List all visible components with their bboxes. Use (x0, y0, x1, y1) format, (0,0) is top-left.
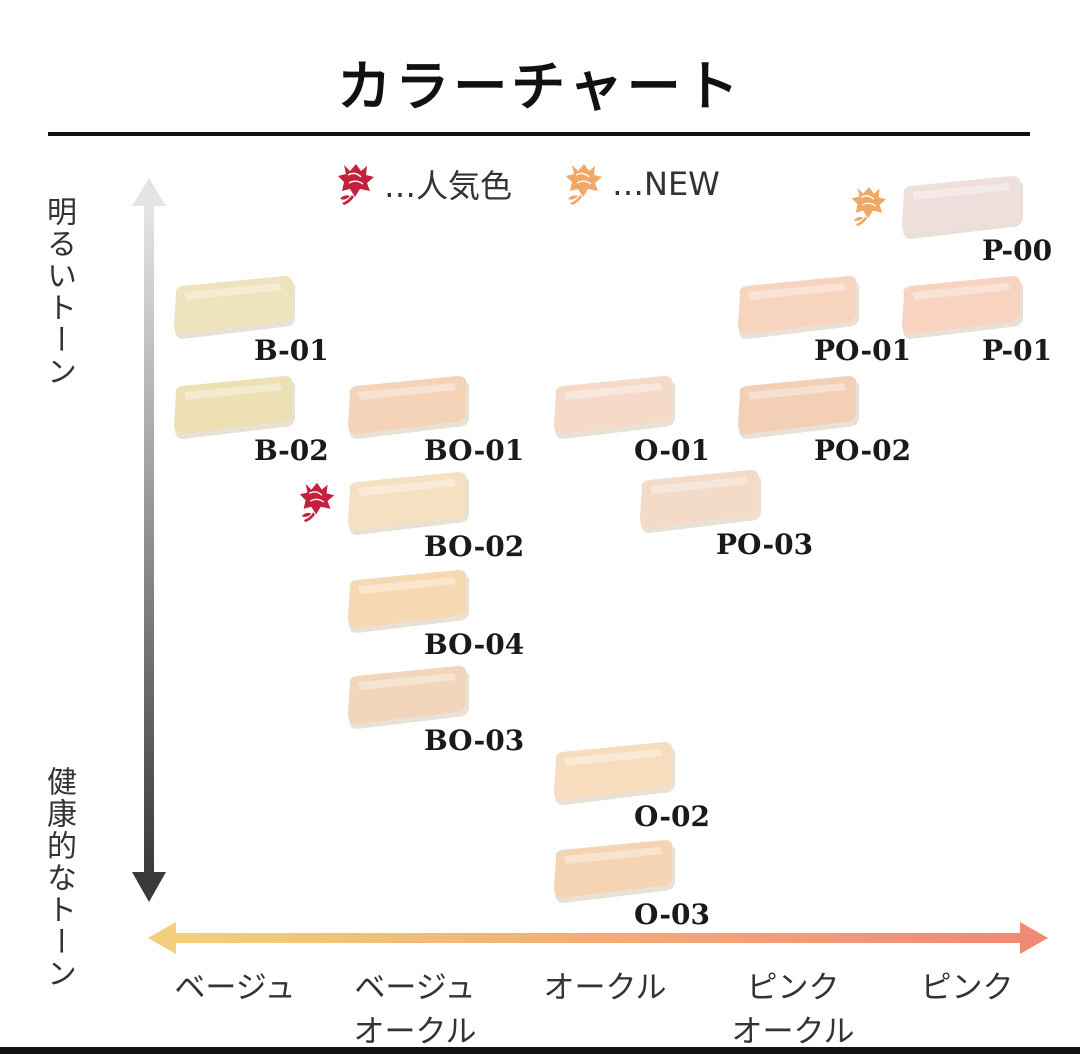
y-axis-bottom-label: 健康的なトーン (41, 766, 76, 990)
swatch-smear (174, 276, 296, 339)
swatch-smear (348, 570, 470, 633)
swatch-smear (554, 742, 676, 805)
vertical-tone-arrow (132, 178, 166, 902)
swatch-smear (738, 276, 860, 339)
title-divider (48, 132, 1030, 136)
bottom-border (0, 1047, 1080, 1054)
x-axis-label-pink: ピンク (920, 970, 1014, 1006)
x-axis-label-ochre: オークル (543, 970, 667, 1006)
swatch-smear (348, 376, 470, 439)
swatch-smear (554, 840, 676, 903)
popular-rose-icon (299, 482, 335, 523)
swatch-code-label: B-01 (254, 334, 329, 367)
popular-rose-icon (338, 164, 374, 205)
legend-new: …NEW (562, 160, 720, 208)
swatch-code-label: BO-01 (424, 434, 525, 467)
legend-popular: …人気色 (334, 160, 512, 208)
swatch-code-label: O-01 (634, 434, 711, 467)
horizontal-color-arrow (148, 922, 1048, 954)
swatch-code-label: PO-02 (814, 434, 912, 467)
swatch-code-label: BO-04 (424, 628, 525, 661)
swatch-smear (738, 376, 860, 439)
x-axis-label-beige: ベージュ (174, 970, 296, 1006)
new-rose-icon (566, 164, 602, 205)
swatch-smear (902, 276, 1024, 339)
legend-popular-text: …人気色 (384, 167, 513, 205)
swatch-code-label: BO-03 (424, 724, 525, 757)
swatch-smear (902, 176, 1024, 239)
swatch-code-label: BO-02 (424, 530, 525, 563)
x-axis-label-pink-ochre: ピンク オークル (731, 970, 855, 1050)
swatch-smear (348, 472, 470, 535)
legend-new-text: …NEW (612, 165, 720, 203)
x-axis-label-beige-ochre: ベージュ オークル (353, 970, 477, 1050)
swatch-code-label: PO-03 (716, 528, 814, 561)
swatch-code-label: P-00 (982, 234, 1053, 267)
swatch-code-label: PO-01 (814, 334, 912, 367)
swatch-code-label: P-01 (982, 334, 1053, 367)
page-title: カラーチャート (337, 54, 743, 118)
swatch-code-label: B-02 (254, 434, 329, 467)
swatch-smear (174, 376, 296, 439)
swatch-smear (640, 470, 762, 533)
swatch-smear (554, 376, 676, 439)
y-axis-top-label: 明るいトーン (41, 196, 76, 388)
swatch-smear (348, 666, 470, 729)
swatch-code-label: O-03 (634, 898, 711, 931)
new-rose-icon (851, 186, 887, 227)
swatch-code-label: O-02 (634, 800, 711, 833)
